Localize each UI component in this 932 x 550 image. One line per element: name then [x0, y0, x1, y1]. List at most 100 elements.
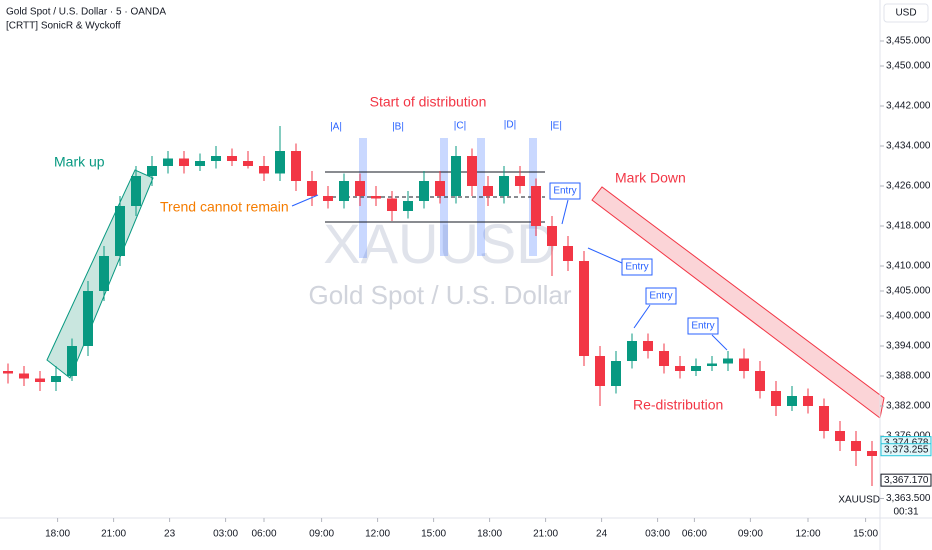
y-tick-label: 3,394.000 — [886, 341, 931, 352]
entry-box — [621, 258, 653, 276]
candle-body — [115, 206, 125, 256]
candle-body — [99, 256, 109, 291]
arrow — [587, 247, 623, 264]
candle-body — [19, 373, 29, 379]
candle-body — [835, 431, 845, 441]
candle-body — [643, 341, 653, 351]
candle-body — [163, 158, 173, 166]
candle-body — [179, 158, 189, 166]
candle-body — [467, 156, 477, 186]
candle-body — [403, 201, 413, 211]
candle-body — [499, 176, 509, 196]
x-tick-label: 06:00 — [251, 529, 276, 540]
price-tag-label: 3,373.255 — [884, 444, 929, 455]
y-tick-label: 3,363.500 — [886, 493, 931, 504]
candle-body — [307, 181, 317, 196]
candle-body — [851, 441, 861, 451]
candle-body — [83, 291, 93, 346]
arrow — [711, 334, 728, 351]
x-tick-label: 12:00 — [365, 529, 390, 540]
x-tick-label: 18:00 — [45, 529, 70, 540]
candle-body — [227, 156, 237, 161]
x-tick-label: 24 — [596, 529, 608, 540]
candle-body — [515, 176, 525, 186]
phase-label: |C| — [454, 121, 466, 132]
x-tick-label: 03:00 — [213, 529, 238, 540]
x-tick-label: 03:00 — [645, 529, 670, 540]
x-tick-label: 18:00 — [477, 529, 502, 540]
symbol-title: Gold Spot / U.S. Dollar · 5 · OANDA — [6, 7, 166, 18]
y-tick-label: 3,455.000 — [886, 36, 931, 47]
y-tick-label: 3,410.000 — [886, 261, 931, 272]
candle-body — [803, 396, 813, 406]
phase-label: |B| — [392, 122, 404, 133]
indicator-name: [CRTT] SonicR & Wyckoff — [6, 21, 121, 32]
annotation: Start of distribution — [370, 94, 487, 110]
arrow — [561, 199, 569, 225]
entry-box — [549, 182, 581, 200]
candle-body — [435, 181, 445, 196]
footer-ticker: XAUUSD — [838, 495, 880, 506]
candle-body — [547, 226, 557, 246]
candle-body — [211, 156, 221, 161]
candle-body — [563, 246, 573, 261]
candle-body — [675, 366, 685, 371]
entry-label: Entry — [553, 186, 576, 197]
candle-body — [275, 151, 285, 174]
candle-body — [451, 156, 461, 196]
candle-body — [531, 186, 541, 226]
x-tick-label: 06:00 — [682, 529, 707, 540]
candle-body — [819, 406, 829, 431]
annotation: Re-distribution — [633, 397, 723, 413]
phase-label: |D| — [504, 120, 516, 131]
candle-body — [195, 161, 205, 166]
currency[interactable]: USD — [895, 8, 916, 19]
candle-body — [707, 363, 717, 366]
candle-body — [371, 196, 381, 199]
candle-body — [627, 341, 637, 361]
y-tick-label: 3,426.000 — [886, 181, 931, 192]
price-tag-label: 3,374.678 — [884, 437, 929, 448]
candle-body — [723, 358, 733, 364]
countdown: 00:31 — [893, 507, 918, 518]
x-tick-label: 09:00 — [738, 529, 763, 540]
y-tick-label: 3,388.000 — [886, 371, 931, 382]
markdown-channel — [591, 186, 885, 419]
x-tick-label: 12:00 — [795, 529, 820, 540]
candle-body — [739, 358, 749, 371]
x-tick-label: 23 — [164, 529, 176, 540]
candle-body — [771, 391, 781, 406]
candle-body — [323, 196, 333, 201]
candle-body — [243, 161, 253, 166]
y-tick-label: 3,418.000 — [886, 221, 931, 232]
entry-label: Entry — [625, 262, 648, 273]
x-tick-label: 15:00 — [421, 529, 446, 540]
candle-body — [611, 361, 621, 386]
entry-box — [687, 317, 719, 335]
y-tick-label: 3,382.000 — [886, 401, 931, 412]
price-tag — [880, 473, 932, 487]
watermark-name: Gold Spot / U.S. Dollar — [309, 280, 572, 310]
candle-body — [579, 261, 589, 356]
y-tick-label: 3,400.000 — [886, 311, 931, 322]
candle-body — [595, 356, 605, 386]
x-tick-label: 21:00 — [101, 529, 126, 540]
entry-label: Entry — [649, 291, 672, 302]
arrow — [291, 194, 319, 207]
price-tag-label: 3,367.170 — [884, 475, 929, 486]
candle-body — [867, 451, 877, 456]
x-tick-label: 09:00 — [309, 529, 334, 540]
entry-box — [645, 287, 677, 305]
annotation: Mark Down — [615, 170, 686, 186]
candle-body — [131, 176, 141, 206]
candle-body — [67, 346, 77, 376]
entry-label: Entry — [691, 321, 714, 332]
currency-button[interactable] — [883, 3, 929, 23]
candle-body — [147, 166, 157, 176]
candle-body — [355, 181, 365, 196]
candle-body — [51, 376, 61, 382]
y-tick-label: 3,442.000 — [886, 101, 931, 112]
candle-body — [483, 186, 493, 196]
